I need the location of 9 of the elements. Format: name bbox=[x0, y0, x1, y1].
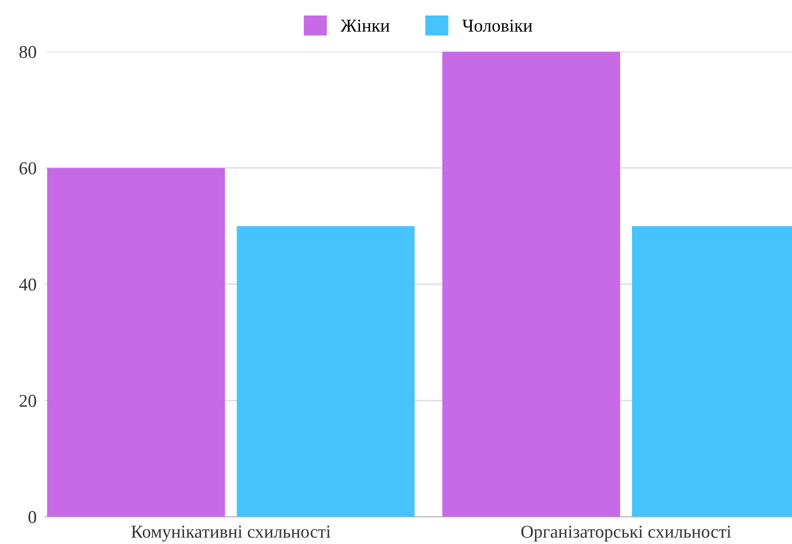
legend-label: Жінки bbox=[340, 20, 390, 32]
x-tick-label: Організаторські схильності bbox=[521, 526, 732, 542]
y-tick-label: 40 bbox=[19, 278, 36, 291]
legend-label: Чоловіки bbox=[462, 20, 532, 32]
x-tick-label: Комунікативні схильності bbox=[131, 526, 331, 542]
y-tick-label: 80 bbox=[19, 46, 36, 58]
y-tick-label: 0 bbox=[28, 511, 36, 524]
y-tick-label: 20 bbox=[20, 394, 36, 407]
y-tick-label: 60 bbox=[20, 162, 36, 174]
